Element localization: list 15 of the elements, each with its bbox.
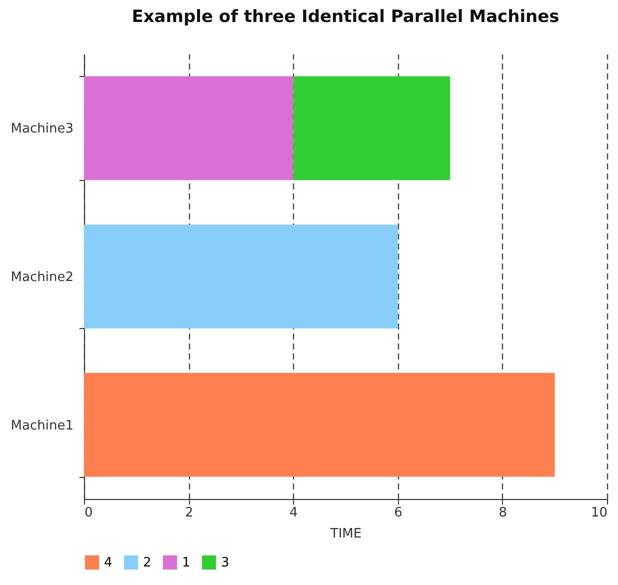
x-axis-title: TIME xyxy=(329,526,362,542)
legend-label: 1 xyxy=(182,555,190,570)
x-tick-label: 6 xyxy=(394,506,402,520)
legend-label: 3 xyxy=(221,555,230,570)
y-tick-label: Machine3 xyxy=(10,122,74,137)
y-tick-label: Machine1 xyxy=(10,418,74,434)
x-tick-label: 8 xyxy=(498,506,508,520)
x-tick-label: 10 xyxy=(590,506,608,520)
legend-label: 2 xyxy=(143,555,152,570)
x-tick-label: 4 xyxy=(290,506,298,520)
x-tick-label: 0 xyxy=(84,506,93,520)
y-tick-label: Machine2 xyxy=(10,270,74,285)
chart-title: Example of three Identical Parallel Machines xyxy=(132,7,560,27)
legend-label: 4 xyxy=(104,555,112,570)
x-tick-label: 2 xyxy=(184,506,194,520)
